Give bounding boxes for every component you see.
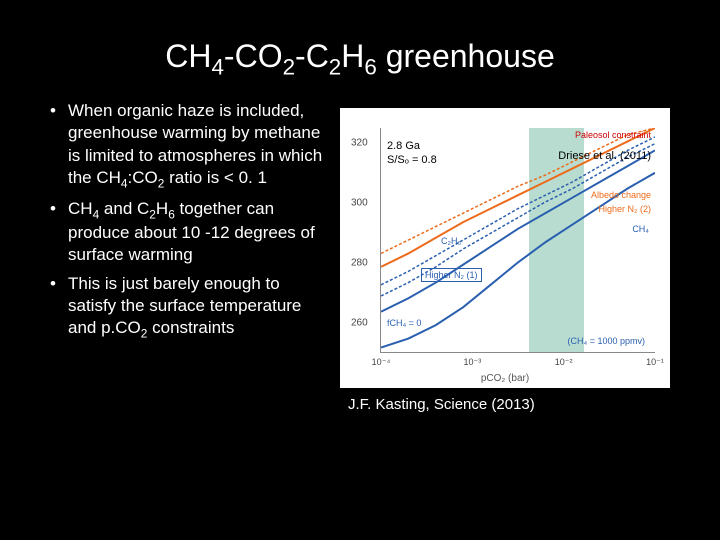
annot-ch4: CH₄ (632, 224, 649, 234)
content-row: When organic haze is included, greenhous… (0, 100, 720, 413)
x-tick: 10⁻¹ (646, 357, 664, 368)
curve-ch4 (381, 151, 655, 312)
annot-albedo: Albedo change (591, 190, 651, 200)
bullet-item: CH4 and C2H6 together can produce about … (50, 198, 330, 267)
x-axis-label: pCO₂ (bar) (481, 373, 529, 384)
greenhouse-chart: Paleosol constraint 2.8 Ga S/Sₒ = 0.8 Dr… (340, 108, 670, 388)
x-tick: 10⁻⁴ (372, 357, 391, 368)
y-tick: 260 (351, 317, 368, 328)
annot-ppmv: (CH₄ = 1000 ppmv) (568, 336, 645, 346)
y-tick: 320 (351, 138, 368, 149)
y-tick: 300 (351, 198, 368, 209)
bullet-list: When organic haze is included, greenhous… (50, 100, 330, 341)
y-tick: 280 (351, 257, 368, 268)
annot-c2h6: C₂H₆ (441, 236, 461, 246)
bullet-item: This is just barely enough to satisfy th… (50, 273, 330, 342)
x-tick: 10⁻² (555, 357, 573, 368)
paleosol-label: Paleosol constraint (575, 130, 651, 140)
annot-fch4: fCH₄ = 0 (387, 318, 421, 328)
slide-title: CH4-CO2-C2H6 greenhouse (0, 0, 720, 100)
chart-caption: J.F. Kasting, Science (2013) (348, 396, 690, 413)
annot-n2-1: Higher N₂ (1) (421, 268, 482, 282)
left-column: When organic haze is included, greenhous… (20, 100, 340, 413)
x-tick: 10⁻³ (463, 357, 481, 368)
annot-n2-2: Higher N₂ (2) (598, 204, 651, 214)
right-column: Paleosol constraint 2.8 Ga S/Sₒ = 0.8 Dr… (340, 100, 690, 413)
annot-sso: S/Sₒ = 0.8 (387, 154, 437, 166)
plot-area: Paleosol constraint 2.8 Ga S/Sₒ = 0.8 Dr… (380, 128, 655, 353)
annot-ga: 2.8 Ga (387, 140, 420, 152)
annot-driese: Driese et al. (2011) (558, 150, 651, 162)
bullet-item: When organic haze is included, greenhous… (50, 100, 330, 191)
